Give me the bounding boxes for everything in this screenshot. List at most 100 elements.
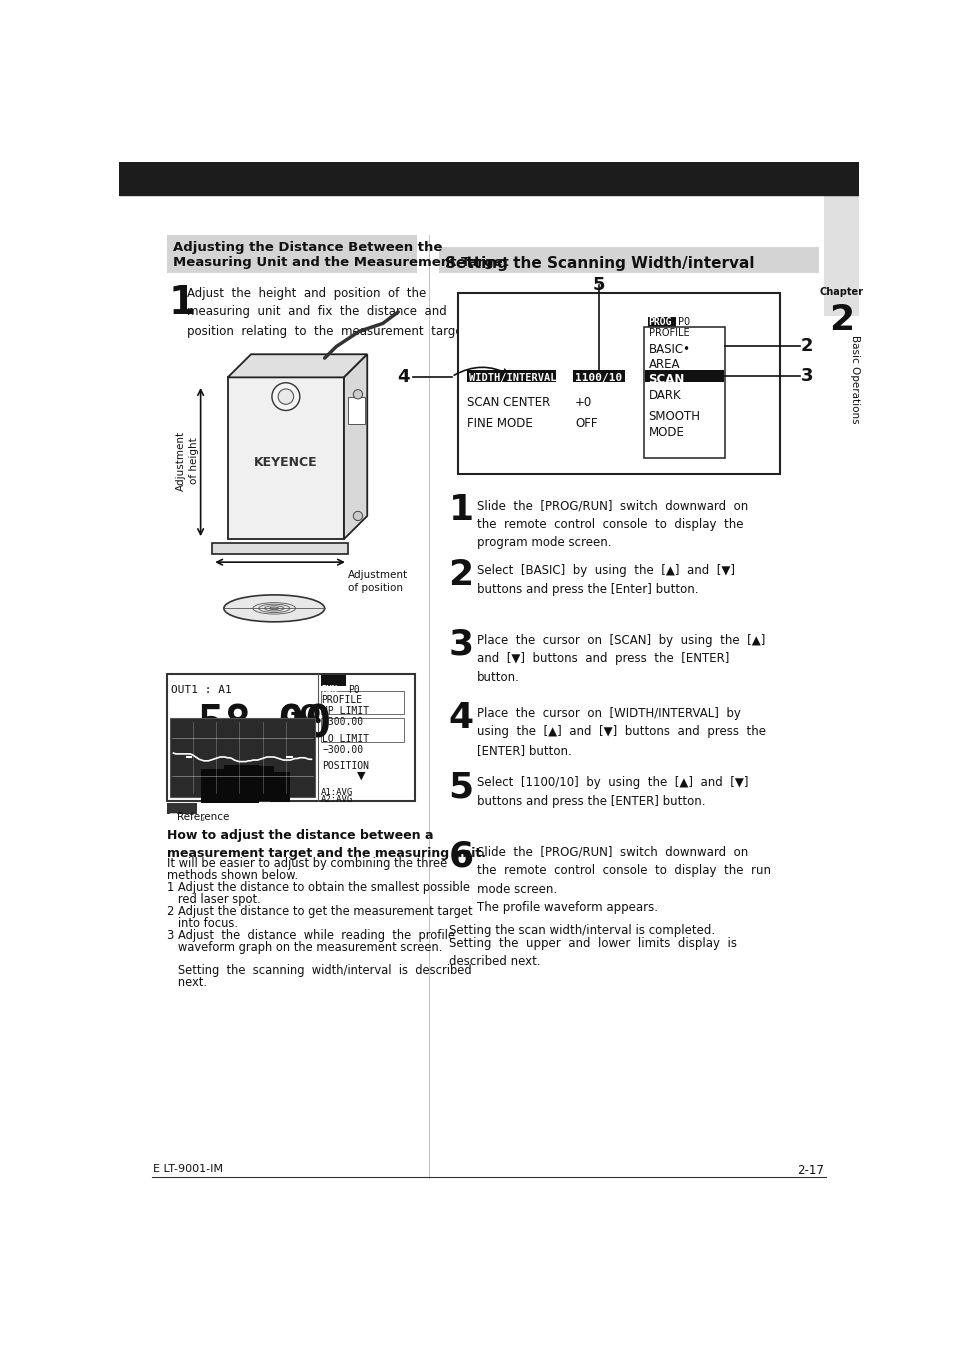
Ellipse shape: [224, 594, 324, 621]
Text: E LT-9001-IM: E LT-9001-IM: [153, 1165, 223, 1174]
Text: Slide  the  [PROG/RUN]  switch  downward  on
the  remote  control  console  to  : Slide the [PROG/RUN] switch downward on …: [476, 499, 747, 549]
Text: 2: 2: [448, 558, 474, 592]
Bar: [320, 718, 404, 741]
Text: DARK: DARK: [648, 390, 680, 402]
Text: 1 Adjust the distance to obtain the smallest possible: 1 Adjust the distance to obtain the smal…: [167, 882, 470, 894]
Text: Adjustment
of position: Adjustment of position: [348, 570, 408, 593]
Text: 1: 1: [169, 284, 195, 322]
Text: +300.00: +300.00: [322, 717, 363, 727]
Bar: [167, 235, 416, 274]
Bar: [643, 328, 724, 458]
Text: 2-17: 2-17: [797, 1165, 823, 1177]
Text: 3: 3: [800, 367, 812, 384]
Text: Place  the  cursor  on  [WIDTH/INTERVAL]  by
using  the  [▲]  and  [▼]  buttons : Place the cursor on [WIDTH/INTERVAL] by …: [476, 706, 764, 758]
Text: PROG: PROG: [648, 317, 671, 328]
Text: Place  the  cursor  on  [SCAN]  by  using  the  [▲]
and  [▼]  buttons  and  pres: Place the cursor on [SCAN] by using the …: [476, 634, 764, 683]
Bar: [457, 293, 779, 473]
Bar: [224, 764, 258, 803]
Text: Select  [1100/10]  by  using  the  [▲]  and  [▼]
buttons and press the [ENTER] b: Select [1100/10] by using the [▲] and [▼…: [476, 776, 747, 807]
Text: GO: GO: [279, 704, 321, 727]
Text: waveform graph on the measurement screen.: waveform graph on the measurement screen…: [167, 941, 442, 953]
Circle shape: [353, 390, 362, 399]
Bar: [439, 247, 819, 274]
Text: WIDTH/INTERVAL: WIDTH/INTERVAL: [468, 373, 556, 383]
Text: Adjust  the  height  and  position  of  the
measuring  unit  and  fix  the  dist: Adjust the height and position of the me…: [187, 287, 471, 337]
Text: Slide  the  [PROG/RUN]  switch  downward  on
the  remote  control  console  to  : Slide the [PROG/RUN] switch downward on …: [476, 845, 770, 914]
Text: FINE MODE: FINE MODE: [467, 418, 533, 430]
Text: −58.00: −58.00: [171, 704, 332, 745]
Text: red laser spot.: red laser spot.: [167, 892, 261, 906]
Text: 2: 2: [828, 303, 853, 337]
Bar: [200, 768, 228, 803]
Text: ▼: ▼: [356, 771, 365, 780]
Bar: [167, 674, 415, 801]
Text: ■: ■: [168, 813, 177, 822]
Polygon shape: [228, 377, 344, 539]
Text: SCAN CENTER: SCAN CENTER: [467, 396, 550, 408]
Bar: [320, 675, 345, 686]
Text: Setting the Scanning Width/interval: Setting the Scanning Width/interval: [444, 256, 754, 271]
Text: 3 Adjust  the  distance  while  reading  the  profile: 3 Adjust the distance while reading the …: [167, 929, 455, 942]
Text: A2:AVG: A2:AVG: [320, 795, 353, 805]
Bar: [119, 162, 858, 195]
Text: Setting  the  upper  and  lower  limits  display  is
described next.: Setting the upper and lower limits displ…: [448, 937, 736, 968]
Text: P0: P0: [678, 317, 689, 328]
Text: LO LIMIT: LO LIMIT: [322, 733, 369, 744]
Polygon shape: [212, 543, 348, 554]
Text: +0: +0: [575, 396, 592, 408]
Polygon shape: [228, 355, 367, 377]
Circle shape: [278, 390, 294, 404]
Text: It will be easier to adjust by combining the three: It will be easier to adjust by combining…: [167, 857, 447, 869]
Text: 2 Adjust the distance to get the measurement target: 2 Adjust the distance to get the measure…: [167, 905, 473, 918]
Text: UP LIMIT: UP LIMIT: [322, 706, 369, 716]
Bar: [170, 718, 315, 797]
Bar: [270, 772, 290, 802]
Bar: [348, 396, 365, 423]
Text: PROFILE: PROFILE: [320, 696, 361, 705]
Bar: [647, 317, 675, 326]
Text: 5: 5: [448, 770, 474, 803]
Text: Setting the scan width/interval is completed.: Setting the scan width/interval is compl…: [448, 925, 714, 937]
Bar: [467, 369, 556, 381]
Text: 6: 6: [448, 840, 474, 874]
Bar: [251, 766, 274, 801]
Text: 1100/10: 1100/10: [575, 373, 621, 383]
Text: Chapter: Chapter: [819, 287, 862, 298]
Text: A1:AVG: A1:AVG: [320, 787, 353, 797]
Polygon shape: [344, 355, 367, 539]
Text: 1: 1: [448, 493, 474, 527]
Circle shape: [272, 383, 299, 411]
Text: into focus.: into focus.: [167, 917, 238, 930]
Text: 5: 5: [592, 276, 604, 294]
Text: SMOOTH
MODE: SMOOTH MODE: [648, 410, 700, 438]
Text: Adjustment
of height: Adjustment of height: [175, 430, 199, 491]
Text: Basic Operations: Basic Operations: [850, 336, 860, 423]
Text: KEYENCE: KEYENCE: [253, 456, 317, 469]
Text: P0: P0: [348, 685, 359, 694]
Bar: [320, 690, 404, 714]
Text: next.: next.: [167, 976, 207, 989]
Text: −300.00: −300.00: [322, 744, 363, 755]
Text: RUN: RUN: [321, 685, 337, 694]
Text: OUT1 : A1: OUT1 : A1: [171, 685, 232, 694]
Text: OFF: OFF: [575, 418, 597, 430]
Text: How to adjust the distance between a
measurement target and the measuring unit.: How to adjust the distance between a mea…: [167, 829, 486, 860]
Text: Adjusting the Distance Between the
Measuring Unit and the Measurement Target: Adjusting the Distance Between the Measu…: [173, 241, 509, 270]
Text: 4: 4: [448, 701, 474, 735]
Bar: [823, 162, 858, 315]
Circle shape: [353, 511, 362, 520]
Text: Reference: Reference: [177, 813, 230, 822]
Text: BASIC•: BASIC•: [648, 342, 690, 356]
Text: 2: 2: [800, 337, 812, 355]
Text: Select  [BASIC]  by  using  the  [▲]  and  [▼]
buttons and press the [Enter] but: Select [BASIC] by using the [▲] and [▼] …: [476, 565, 734, 596]
Text: Setting  the  scanning  width/interval  is  described: Setting the scanning width/interval is d…: [167, 964, 472, 977]
Bar: [572, 369, 624, 381]
Bar: [645, 369, 723, 381]
Text: PROFILE: PROFILE: [648, 328, 688, 338]
Text: methods shown below.: methods shown below.: [167, 869, 298, 882]
Bar: [167, 803, 196, 814]
Text: ⌟: ⌟: [199, 813, 204, 822]
Text: 3: 3: [448, 628, 474, 662]
Text: SCAN: SCAN: [648, 373, 684, 386]
Text: POSITION: POSITION: [322, 760, 369, 771]
